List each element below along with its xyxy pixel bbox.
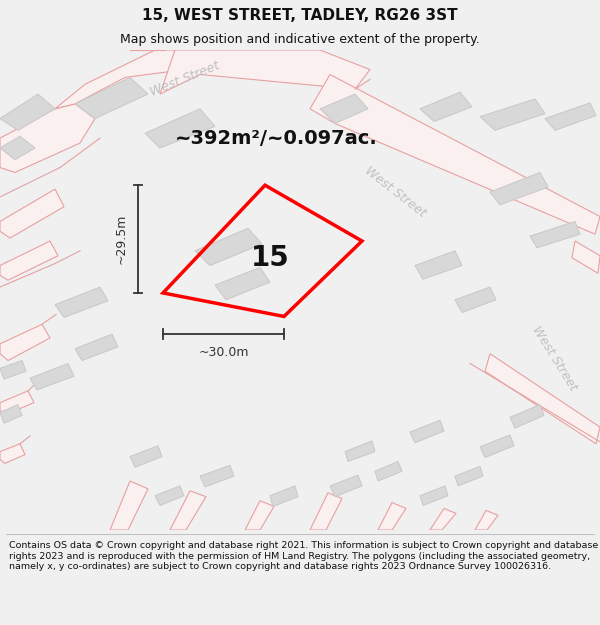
Polygon shape	[245, 501, 274, 530]
Polygon shape	[160, 50, 370, 94]
Polygon shape	[410, 420, 444, 443]
Polygon shape	[215, 268, 270, 300]
Polygon shape	[75, 78, 148, 119]
Polygon shape	[475, 511, 498, 530]
Text: Contains OS data © Crown copyright and database right 2021. This information is : Contains OS data © Crown copyright and d…	[9, 541, 598, 571]
Polygon shape	[130, 446, 162, 468]
Polygon shape	[55, 287, 108, 318]
Polygon shape	[415, 251, 462, 279]
Text: 15: 15	[251, 244, 289, 272]
Polygon shape	[0, 136, 35, 160]
Polygon shape	[420, 92, 472, 121]
Polygon shape	[330, 475, 362, 497]
Polygon shape	[490, 173, 548, 205]
Polygon shape	[0, 391, 34, 414]
Polygon shape	[310, 492, 342, 530]
Polygon shape	[55, 50, 200, 109]
Polygon shape	[155, 486, 184, 506]
Polygon shape	[420, 486, 448, 506]
Text: West Street: West Street	[530, 324, 580, 393]
Polygon shape	[510, 404, 544, 428]
Polygon shape	[75, 334, 118, 361]
Text: 15, WEST STREET, TADLEY, RG26 3ST: 15, WEST STREET, TADLEY, RG26 3ST	[142, 8, 458, 22]
Text: ~30.0m: ~30.0m	[198, 346, 249, 359]
Polygon shape	[0, 404, 22, 423]
Polygon shape	[200, 466, 234, 487]
Polygon shape	[0, 241, 58, 280]
Polygon shape	[0, 324, 50, 361]
Text: ~29.5m: ~29.5m	[115, 214, 128, 264]
Polygon shape	[530, 221, 580, 248]
Polygon shape	[378, 503, 406, 530]
Polygon shape	[572, 241, 600, 273]
Polygon shape	[0, 361, 26, 379]
Polygon shape	[455, 287, 496, 312]
Polygon shape	[170, 491, 206, 530]
Polygon shape	[485, 354, 600, 444]
Polygon shape	[455, 466, 483, 486]
Polygon shape	[0, 94, 55, 131]
Text: Map shows position and indicative extent of the property.: Map shows position and indicative extent…	[120, 32, 480, 46]
Text: West Street: West Street	[148, 59, 221, 99]
Polygon shape	[480, 99, 545, 131]
Polygon shape	[375, 461, 402, 481]
Polygon shape	[110, 481, 148, 530]
Polygon shape	[480, 435, 514, 457]
Polygon shape	[145, 109, 215, 148]
Polygon shape	[270, 486, 298, 506]
Polygon shape	[195, 228, 262, 266]
Polygon shape	[310, 74, 600, 234]
Polygon shape	[345, 441, 375, 461]
Polygon shape	[0, 189, 64, 238]
Polygon shape	[30, 364, 74, 390]
Polygon shape	[430, 509, 456, 530]
Text: West Street: West Street	[362, 164, 428, 220]
Text: ~392m²/~0.097ac.: ~392m²/~0.097ac.	[175, 129, 378, 148]
Polygon shape	[320, 94, 368, 124]
Polygon shape	[0, 104, 95, 172]
Polygon shape	[0, 444, 25, 463]
Polygon shape	[545, 103, 596, 131]
